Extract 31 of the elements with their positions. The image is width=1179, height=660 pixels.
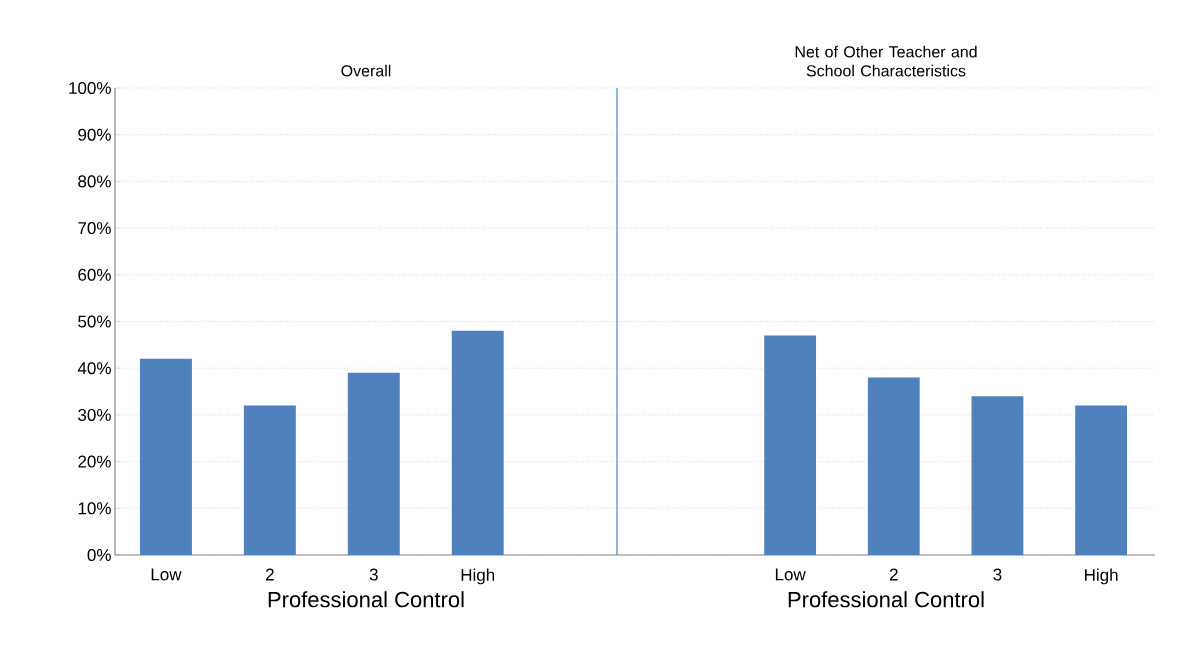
- x-tick-label: 2: [266, 568, 274, 581]
- x-tick-label: 2: [889, 568, 898, 581]
- y-tick-label: 30%: [78, 408, 111, 421]
- y-tick-label: 40%: [77, 362, 111, 375]
- bar: [1075, 405, 1128, 555]
- y-tick-label: 0%: [87, 548, 111, 562]
- x-tick-label: Low: [775, 568, 806, 581]
- y-tick-label: 70%: [78, 222, 111, 235]
- chart-title: Overall: [341, 64, 391, 77]
- bar: [139, 358, 192, 555]
- x-axis-title: Professional Control: [788, 591, 984, 608]
- bar: [764, 335, 817, 555]
- bar: [243, 405, 296, 555]
- bar: [867, 377, 920, 555]
- x-tick-label: High: [1085, 568, 1118, 585]
- y-tick-label: 10%: [78, 502, 111, 515]
- x-tick-label: 3: [369, 568, 378, 581]
- bar: [971, 396, 1024, 555]
- x-tick-label: High: [461, 568, 495, 585]
- y-tick-label: 100%: [69, 81, 111, 95]
- chart-title: Net of Other Teacher and School Characteristics: [795, 45, 977, 77]
- y-tick-label: 50%: [78, 315, 111, 328]
- x-axis-title: Professional Control: [268, 591, 464, 608]
- y-tick-label: 90%: [78, 128, 111, 141]
- y-tick-label: 60%: [78, 268, 111, 281]
- bar: [347, 372, 400, 555]
- bar: [451, 330, 504, 555]
- x-tick-label: Low: [151, 568, 182, 581]
- y-tick-label: 80%: [78, 175, 111, 188]
- x-tick-label: 3: [993, 568, 1002, 581]
- y-tick-label: 20%: [78, 455, 111, 468]
